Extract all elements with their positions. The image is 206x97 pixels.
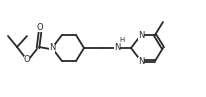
Text: O: O: [24, 55, 30, 65]
Text: N: N: [49, 43, 55, 52]
Text: N: N: [138, 56, 144, 65]
Text: O: O: [37, 23, 43, 32]
Text: N: N: [114, 43, 120, 52]
Text: H: H: [119, 37, 125, 43]
Text: N: N: [138, 30, 144, 39]
